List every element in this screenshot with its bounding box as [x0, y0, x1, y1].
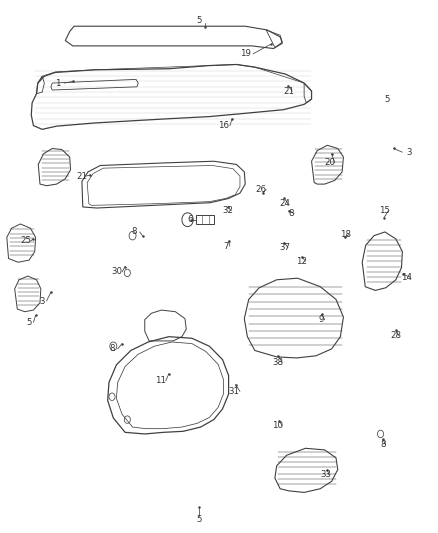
Bar: [196, 215, 214, 224]
Text: 14: 14: [401, 273, 412, 281]
Text: 6: 6: [188, 215, 193, 224]
Text: 20: 20: [325, 158, 336, 167]
Text: 7: 7: [223, 242, 228, 251]
Text: 5: 5: [385, 94, 390, 103]
Text: 37: 37: [279, 244, 290, 253]
Text: 31: 31: [229, 387, 240, 396]
Text: 8: 8: [131, 228, 137, 237]
Text: 25: 25: [21, 237, 32, 246]
Text: 26: 26: [255, 185, 266, 194]
Text: 21: 21: [283, 86, 294, 95]
Text: 19: 19: [240, 50, 251, 58]
Text: 5: 5: [26, 318, 32, 327]
Text: 5: 5: [197, 514, 202, 523]
Text: 18: 18: [340, 230, 351, 239]
Text: 10: 10: [272, 422, 283, 431]
Text: 11: 11: [155, 376, 166, 385]
Text: 3: 3: [39, 296, 45, 305]
Text: 8: 8: [380, 440, 385, 449]
Text: 38: 38: [272, 358, 283, 367]
Text: 5: 5: [197, 17, 202, 26]
Text: 24: 24: [279, 199, 290, 208]
Text: 32: 32: [222, 206, 233, 215]
Text: 30: 30: [111, 268, 122, 276]
Text: 3: 3: [406, 148, 412, 157]
Text: 8: 8: [288, 209, 294, 218]
Text: 16: 16: [218, 121, 229, 130]
Text: 15: 15: [379, 206, 390, 215]
Text: 1: 1: [55, 78, 60, 87]
Text: 33: 33: [321, 471, 332, 479]
Text: 21: 21: [76, 172, 87, 181]
Text: 28: 28: [390, 331, 401, 340]
Text: 8: 8: [109, 344, 115, 353]
Text: 9: 9: [319, 315, 324, 324]
Text: 12: 12: [297, 257, 307, 265]
